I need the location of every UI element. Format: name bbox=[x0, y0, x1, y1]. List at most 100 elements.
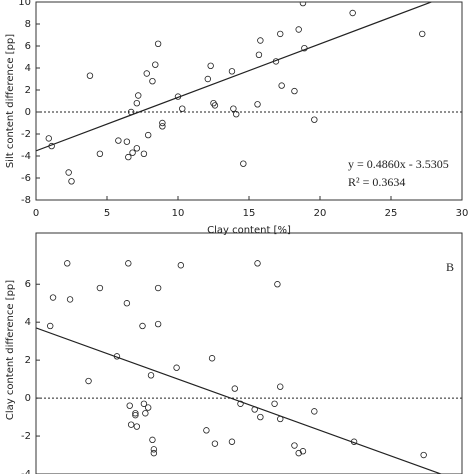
point bbox=[277, 383, 284, 390]
point bbox=[154, 40, 162, 47]
point bbox=[140, 400, 148, 407]
point bbox=[291, 87, 298, 95]
point bbox=[133, 423, 141, 430]
point bbox=[420, 451, 427, 459]
point bbox=[125, 153, 132, 161]
point bbox=[254, 260, 261, 267]
point bbox=[132, 410, 139, 417]
point bbox=[254, 101, 261, 108]
x-tick-label: 25 bbox=[385, 208, 398, 219]
point bbox=[257, 413, 264, 421]
point bbox=[152, 61, 159, 68]
point bbox=[228, 68, 236, 75]
point bbox=[277, 30, 284, 38]
y-tick-label: 2 bbox=[25, 355, 31, 366]
point bbox=[179, 105, 186, 112]
point bbox=[68, 178, 75, 185]
point bbox=[295, 449, 302, 457]
y-tick-label: -2 bbox=[21, 129, 31, 140]
point bbox=[240, 160, 247, 167]
point bbox=[301, 45, 308, 52]
panel-label: B bbox=[446, 260, 454, 274]
point bbox=[143, 70, 150, 77]
point bbox=[132, 411, 139, 419]
point bbox=[48, 142, 55, 150]
x-axis-label: Clay content [%] bbox=[207, 225, 291, 236]
point bbox=[149, 77, 156, 85]
point bbox=[140, 150, 148, 157]
y-tick-label: -8 bbox=[21, 195, 31, 206]
point bbox=[278, 82, 285, 89]
point bbox=[299, 2, 307, 7]
y-tick-label: 4 bbox=[25, 63, 31, 74]
y-axis-label: Silt content difference [pp] bbox=[5, 34, 16, 168]
x-tick-label: 15 bbox=[243, 208, 256, 219]
point bbox=[49, 294, 57, 301]
point bbox=[271, 400, 278, 407]
point bbox=[113, 353, 121, 360]
point bbox=[45, 135, 52, 142]
y-tick-label: -4 bbox=[21, 469, 31, 474]
x-tick-label: 0 bbox=[33, 208, 39, 219]
y-tick-label: 6 bbox=[25, 41, 31, 52]
point bbox=[85, 377, 92, 385]
y-tick-label: 0 bbox=[25, 393, 31, 404]
point bbox=[208, 355, 216, 362]
point bbox=[231, 385, 238, 392]
point bbox=[257, 37, 264, 44]
y-tick-label: 10 bbox=[18, 0, 31, 8]
y-tick-label: -2 bbox=[21, 431, 31, 442]
point bbox=[211, 440, 219, 447]
x-tick-label: 20 bbox=[314, 208, 327, 219]
x-tick-label: 30 bbox=[456, 208, 469, 219]
point bbox=[147, 372, 155, 379]
point bbox=[126, 402, 133, 409]
point bbox=[211, 102, 219, 109]
point bbox=[86, 72, 94, 79]
plot-frame bbox=[35, 232, 463, 474]
point bbox=[127, 108, 135, 116]
point bbox=[251, 406, 258, 413]
fit-line bbox=[36, 2, 434, 152]
point bbox=[272, 58, 280, 65]
point bbox=[144, 131, 152, 139]
point bbox=[228, 438, 236, 445]
point bbox=[133, 99, 141, 107]
point bbox=[96, 150, 104, 157]
point bbox=[123, 300, 131, 307]
point bbox=[204, 75, 212, 83]
point bbox=[311, 116, 318, 123]
y-tick-label: 0 bbox=[25, 107, 31, 118]
point bbox=[177, 262, 185, 269]
fit-line bbox=[36, 327, 443, 474]
point bbox=[144, 404, 152, 411]
point bbox=[115, 137, 122, 144]
point bbox=[150, 446, 158, 453]
point bbox=[419, 30, 426, 38]
y-tick-label: 6 bbox=[25, 279, 31, 290]
point bbox=[159, 119, 166, 127]
point bbox=[96, 284, 104, 292]
point bbox=[203, 427, 210, 434]
point bbox=[299, 448, 307, 455]
point bbox=[174, 93, 182, 100]
point bbox=[142, 410, 149, 417]
point bbox=[47, 322, 54, 330]
point bbox=[65, 169, 72, 176]
point bbox=[154, 320, 162, 328]
y-tick-label: -4 bbox=[21, 151, 31, 162]
point bbox=[255, 51, 263, 58]
point bbox=[233, 110, 240, 118]
point bbox=[295, 26, 302, 33]
point bbox=[154, 284, 162, 292]
point bbox=[139, 322, 146, 330]
point bbox=[159, 123, 166, 130]
point bbox=[277, 415, 284, 423]
y-tick-label: -6 bbox=[21, 173, 31, 184]
point bbox=[207, 62, 214, 70]
point bbox=[291, 442, 298, 449]
y-tick-label: 4 bbox=[25, 317, 31, 328]
point bbox=[230, 105, 237, 112]
y-tick-label: 8 bbox=[25, 19, 31, 30]
